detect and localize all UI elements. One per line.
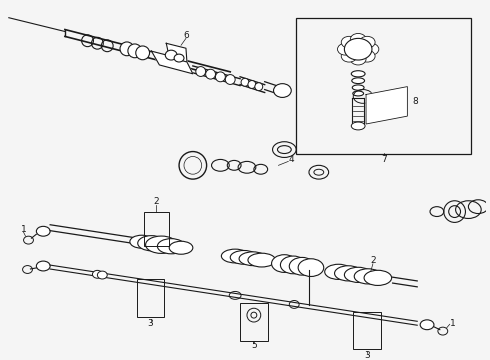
Text: 2: 2 — [154, 197, 159, 206]
Bar — [353, 311, 381, 349]
Text: 3: 3 — [147, 319, 153, 328]
Ellipse shape — [196, 67, 206, 76]
Ellipse shape — [341, 36, 357, 48]
Ellipse shape — [420, 320, 434, 330]
Ellipse shape — [225, 75, 235, 85]
Ellipse shape — [352, 78, 365, 84]
Ellipse shape — [271, 255, 297, 273]
Polygon shape — [366, 87, 407, 124]
Ellipse shape — [136, 46, 149, 60]
Ellipse shape — [273, 84, 291, 98]
Text: 1: 1 — [450, 319, 456, 328]
Ellipse shape — [206, 69, 216, 79]
Ellipse shape — [335, 266, 362, 281]
Ellipse shape — [338, 43, 353, 55]
Ellipse shape — [230, 251, 258, 264]
Text: 8: 8 — [413, 97, 418, 106]
Ellipse shape — [350, 53, 366, 65]
Ellipse shape — [352, 85, 364, 90]
Ellipse shape — [216, 72, 225, 82]
Bar — [137, 279, 164, 316]
Ellipse shape — [280, 256, 306, 274]
Text: 2: 2 — [370, 256, 376, 265]
Ellipse shape — [130, 235, 153, 248]
Ellipse shape — [98, 271, 107, 279]
Ellipse shape — [165, 50, 177, 60]
Ellipse shape — [146, 236, 177, 253]
Ellipse shape — [241, 78, 249, 86]
Ellipse shape — [36, 226, 50, 236]
Ellipse shape — [359, 36, 375, 48]
Ellipse shape — [239, 252, 267, 266]
Polygon shape — [151, 51, 193, 74]
Ellipse shape — [298, 259, 324, 276]
Ellipse shape — [221, 249, 249, 263]
Ellipse shape — [138, 236, 165, 251]
Ellipse shape — [174, 54, 184, 62]
Ellipse shape — [344, 39, 372, 60]
Bar — [144, 212, 169, 246]
Ellipse shape — [289, 257, 315, 275]
Ellipse shape — [359, 50, 375, 62]
Ellipse shape — [120, 42, 134, 56]
Ellipse shape — [351, 122, 365, 130]
Ellipse shape — [353, 91, 364, 96]
Ellipse shape — [128, 44, 142, 58]
Text: 1: 1 — [21, 225, 26, 234]
Ellipse shape — [354, 269, 382, 284]
Bar — [296, 18, 471, 153]
Ellipse shape — [344, 267, 372, 283]
Ellipse shape — [93, 270, 102, 278]
Ellipse shape — [255, 83, 263, 91]
Ellipse shape — [248, 81, 256, 89]
Text: 7: 7 — [381, 155, 387, 164]
Ellipse shape — [341, 50, 357, 62]
Ellipse shape — [351, 71, 365, 77]
Ellipse shape — [36, 261, 50, 271]
Text: 4: 4 — [289, 155, 294, 164]
Bar — [240, 303, 268, 341]
Text: 5: 5 — [251, 341, 257, 350]
Text: 3: 3 — [364, 351, 370, 360]
Ellipse shape — [364, 270, 392, 285]
Text: 6: 6 — [183, 31, 189, 40]
Ellipse shape — [325, 264, 352, 279]
Ellipse shape — [248, 253, 275, 267]
Polygon shape — [166, 43, 187, 62]
Ellipse shape — [350, 33, 366, 45]
Ellipse shape — [157, 239, 185, 254]
Ellipse shape — [169, 241, 193, 254]
Ellipse shape — [363, 43, 379, 55]
